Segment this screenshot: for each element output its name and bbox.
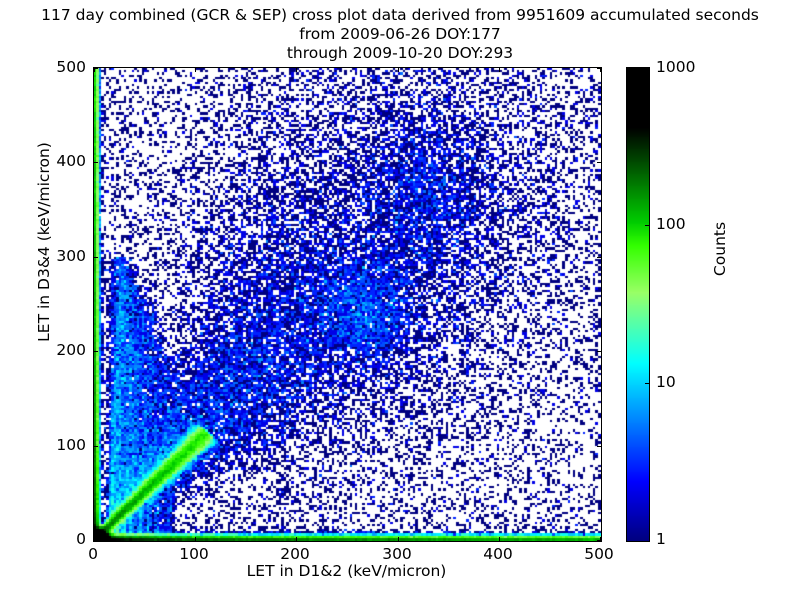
x-tick-mark: [195, 68, 196, 72]
y-tick-mark: [597, 162, 601, 163]
y-tick-mark: [94, 446, 98, 447]
scatter-plot-area: [93, 67, 602, 542]
colorbar-tick-mark: [645, 383, 649, 384]
y-tick-label: 400: [56, 152, 86, 170]
chart-title-line-2: from 2009-06-26 DOY:177: [299, 25, 501, 43]
x-tick-mark: [600, 68, 601, 72]
x-tick-mark: [296, 68, 297, 72]
x-tick-mark: [499, 537, 500, 541]
y-tick-mark: [597, 540, 601, 541]
y-tick-label: 200: [56, 341, 86, 359]
colorbar-tick-label: 1000: [656, 58, 696, 76]
x-tick-mark: [499, 68, 500, 72]
colorbar-tick-label: 1: [656, 530, 666, 548]
x-tick-mark: [600, 537, 601, 541]
y-tick-mark: [94, 257, 98, 258]
x-tick-mark: [195, 537, 196, 541]
y-tick-mark: [94, 68, 98, 69]
colorbar-tick-label: 10: [656, 373, 676, 391]
y-tick-mark: [94, 162, 98, 163]
colorbar-tick-mark: [645, 225, 649, 226]
x-tick-mark: [398, 537, 399, 541]
y-tick-mark: [597, 351, 601, 352]
x-axis-label: LET in D1&2 (keV/micron): [246, 562, 447, 580]
x-tick-mark: [296, 537, 297, 541]
let-cross-plot-heatmap: [94, 68, 601, 541]
y-tick-mark: [597, 446, 601, 447]
x-tick-mark: [398, 68, 399, 72]
chart-title-line-1: 117 day combined (GCR & SEP) cross plot …: [41, 6, 759, 24]
x-tick-label: 100: [179, 545, 209, 563]
y-tick-label: 100: [56, 436, 86, 454]
chart-title-line-3: through 2009-10-20 DOY:293: [286, 44, 514, 62]
x-tick-label: 500: [584, 545, 614, 563]
y-tick-mark: [94, 540, 98, 541]
x-tick-mark: [94, 68, 95, 72]
colorbar-title: Counts: [711, 221, 729, 277]
y-tick-mark: [94, 351, 98, 352]
y-tick-mark: [597, 257, 601, 258]
y-tick-label: 0: [76, 530, 86, 548]
x-tick-label: 300: [382, 545, 412, 563]
y-tick-label: 500: [56, 58, 86, 76]
x-tick-label: 0: [88, 545, 98, 563]
y-tick-mark: [597, 68, 601, 69]
x-tick-label: 200: [280, 545, 310, 563]
colorbar: [626, 67, 650, 542]
y-tick-label: 300: [56, 247, 86, 265]
colorbar-tick-label: 100: [656, 215, 686, 233]
x-tick-label: 400: [483, 545, 513, 563]
x-tick-mark: [94, 537, 95, 541]
colorbar-gradient: [627, 68, 649, 541]
chart-title: 117 day combined (GCR & SEP) cross plot …: [0, 6, 800, 63]
